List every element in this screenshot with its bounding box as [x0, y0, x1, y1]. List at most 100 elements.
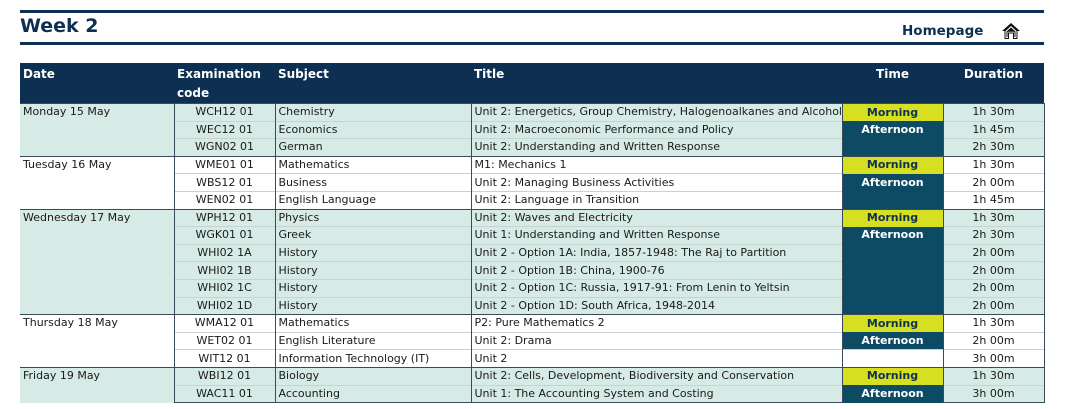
column-header-subject: Subject	[275, 63, 471, 104]
title-cell: Unit 2 - Option 1C: Russia, 1917-91: Fro…	[470, 278, 842, 298]
table-row: WIT12 01 Information Technology (IT) Uni…	[20, 349, 1045, 368]
subject-cell: Mathematics	[274, 314, 471, 333]
title-cell: Unit 2: Energetics, Group Chemistry, Hal…	[470, 103, 842, 122]
subject-cell: Accounting	[274, 384, 471, 404]
time-badge: Morning	[841, 366, 943, 385]
exam-code: WME01 01	[173, 155, 275, 174]
title-cell: M1: Mechanics 1	[470, 155, 842, 174]
time-badge	[841, 261, 943, 280]
duration-cell: 2h 30m	[942, 226, 1045, 245]
column-header-title: Title	[471, 63, 842, 104]
exam-code: WBI12 01	[173, 366, 275, 385]
table-row: WGK01 01 Greek Unit 1: Understanding and…	[20, 226, 1045, 245]
subject-cell: English Language	[274, 190, 471, 210]
table-row: Tuesday 16 May WME01 01 Mathematics M1: …	[20, 155, 1045, 210]
duration-cell: 2h 00m	[942, 331, 1045, 350]
table-row: Wednesday 17 May WPH12 01 Physics Unit 2…	[20, 208, 1045, 315]
exam-code: WEN02 01	[173, 190, 275, 210]
date-cell: Wednesday 17 May	[20, 208, 174, 315]
exam-code: WIT12 01	[173, 349, 275, 368]
table-row: WGN02 01 German Unit 2: Understanding an…	[20, 138, 1045, 157]
duration-cell: 3h 00m	[942, 384, 1045, 404]
time-badge: Morning	[841, 155, 943, 174]
duration-cell: 2h 00m	[942, 173, 1045, 192]
table-row: Friday 19 May WBI12 01 Biology Unit 2: C…	[20, 366, 1045, 403]
time-badge: Afternoon	[841, 173, 943, 192]
subject-cell: Greek	[274, 226, 471, 245]
duration-cell: 1h 30m	[942, 103, 1045, 122]
duration-cell: 1h 45m	[942, 190, 1045, 210]
exam-code: WHI02 1B	[173, 261, 275, 280]
duration-cell: 1h 30m	[942, 155, 1045, 174]
exam-code: WMA12 01	[173, 314, 275, 333]
time-badge: Afternoon	[841, 226, 943, 245]
date-cell: Thursday 18 May	[20, 314, 174, 368]
subject-cell: German	[274, 138, 471, 157]
title-cell: Unit 2 - Option 1D: South Africa, 1948-2…	[470, 296, 842, 315]
subject-cell: History	[274, 278, 471, 298]
column-header-date: Date	[20, 63, 174, 104]
table-row: Monday 15 May WCH12 01 Chemistry Unit 2:…	[20, 103, 1045, 157]
homepage-link[interactable]: Homepage	[902, 23, 984, 39]
table-row: WHI02 1A History Unit 2 - Option 1A: Ind…	[20, 243, 1045, 262]
duration-cell: 1h 30m	[942, 314, 1045, 333]
subject-cell: Economics	[274, 120, 471, 139]
exam-code: WHI02 1A	[173, 243, 275, 262]
time-badge: Morning	[841, 314, 943, 333]
duration-cell: 2h 30m	[942, 138, 1045, 157]
duration-cell: 1h 45m	[942, 120, 1045, 139]
time-badge	[841, 138, 943, 157]
exam-code: WAC11 01	[173, 384, 275, 404]
subject-cell: Information Technology (IT)	[274, 349, 471, 368]
subject-cell: History	[274, 261, 471, 280]
time-badge: Morning	[841, 208, 943, 227]
time-badge	[841, 279, 943, 298]
date-cell: Tuesday 16 May	[20, 155, 174, 210]
time-badge: Afternoon	[841, 332, 943, 350]
date-cell: Monday 15 May	[20, 103, 174, 157]
table-row: WET02 01 English Literature Unit 2: Dram…	[20, 331, 1045, 350]
exam-code: WBS12 01	[173, 173, 275, 192]
time-badge	[841, 349, 943, 368]
title-cell: Unit 2 - Option 1B: China, 1900-76	[470, 261, 842, 280]
duration-cell: 2h 00m	[942, 261, 1045, 280]
time-badge: Morning	[841, 103, 943, 122]
title-cell: Unit 2: Waves and Electricity	[470, 208, 842, 227]
exam-code: WHI02 1D	[173, 296, 275, 315]
table-row: WHI02 1D History Unit 2 - Option 1D: Sou…	[20, 296, 1045, 315]
title-cell: Unit 2	[470, 349, 842, 368]
time-badge: Afternoon	[841, 385, 943, 403]
date-cell: Friday 19 May	[20, 366, 174, 403]
time-badge	[841, 191, 943, 210]
table-row: WEC12 01 Economics Unit 2: Macroeconomic…	[20, 120, 1045, 139]
time-badge	[841, 244, 943, 262]
subject-cell: History	[274, 296, 471, 315]
column-header-time: Time	[842, 63, 943, 104]
title-cell: Unit 2: Drama	[470, 331, 842, 350]
title-cell: Unit 1: Understanding and Written Respon…	[470, 226, 842, 245]
exam-code: WGN02 01	[173, 138, 275, 157]
title-cell: Unit 2 - Option 1A: India, 1857-1948: Th…	[470, 243, 842, 262]
title-cell: Unit 2: Understanding and Written Respon…	[470, 138, 842, 157]
exam-code: WEC12 01	[173, 120, 275, 139]
title-cell: Unit 2: Language in Transition	[470, 190, 842, 210]
subject-cell: English Literature	[274, 331, 471, 350]
title-cell: P2: Pure Mathematics 2	[470, 314, 842, 333]
duration-cell: 1h 30m	[942, 366, 1045, 385]
subject-cell: Mathematics	[274, 155, 471, 174]
column-header-code: Examination code	[174, 63, 275, 104]
table-row: WBS12 01 Business Unit 2: Managing Busin…	[20, 173, 1045, 192]
exam-code: WHI02 1C	[173, 278, 275, 298]
subject-cell: Chemistry	[274, 103, 471, 122]
title-cell: Unit 2: Cells, Development, Biodiversity…	[470, 366, 842, 385]
exam-timetable: Date Examination code Subject Title Time…	[20, 63, 1045, 404]
time-badge: Afternoon	[841, 121, 943, 139]
exam-code: WPH12 01	[173, 208, 275, 227]
subject-cell: Business	[274, 173, 471, 192]
duration-cell: 1h 30m	[942, 208, 1045, 227]
duration-cell: 2h 00m	[942, 278, 1045, 298]
house-icon[interactable]	[1001, 21, 1021, 41]
table-row: WAC11 01 Accounting Unit 1: The Accounti…	[20, 384, 1045, 404]
table-row: WHI02 1C History Unit 2 - Option 1C: Rus…	[20, 278, 1045, 298]
exam-code: WET02 01	[173, 331, 275, 350]
